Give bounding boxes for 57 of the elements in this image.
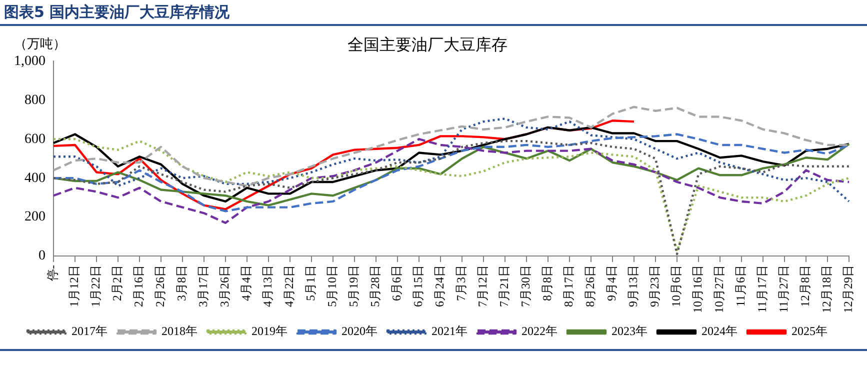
x-tick-label: 10月6日 bbox=[669, 265, 684, 307]
x-tick-label: 9月13日 bbox=[626, 265, 640, 307]
legend-label: 2017年 bbox=[72, 324, 108, 338]
x-tick-label: 6月6日 bbox=[390, 265, 404, 301]
x-tick-label: 1月12日 bbox=[67, 265, 82, 307]
y-tick-label: 200 bbox=[24, 210, 46, 225]
legend-label: 2025年 bbox=[792, 324, 828, 338]
x-tick-label: 2月26日 bbox=[153, 265, 168, 307]
x-tick-label: 2月16日 bbox=[132, 265, 146, 307]
x-tick-label: 10月27日 bbox=[712, 265, 726, 313]
x-tick-label: 2月2日 bbox=[110, 265, 124, 301]
x-tick-label: 12月18日 bbox=[820, 265, 834, 313]
legend-label: 2024年 bbox=[702, 324, 738, 338]
x-tick-label: 7月3日 bbox=[454, 265, 468, 301]
legend-label: 2023年 bbox=[612, 324, 648, 338]
x-tick-label: 3月8日 bbox=[174, 265, 189, 301]
x-tick-label: 11月17日 bbox=[755, 265, 770, 313]
x-tick-label: 5月19日 bbox=[346, 265, 361, 307]
x-tick-label: 7月21日 bbox=[497, 265, 512, 307]
x-tick-label: 8月17日 bbox=[562, 265, 576, 307]
y-tick-label: 1,000 bbox=[14, 54, 46, 69]
chart-title: 图表5 国内主要油厂大豆库存情况 bbox=[0, 0, 867, 26]
x-tick-label: 10月16日 bbox=[690, 265, 705, 313]
y-tick-label: 600 bbox=[24, 132, 46, 147]
x-tick-label: 6月24日 bbox=[432, 265, 447, 307]
x-tick-label: 9月23日 bbox=[648, 265, 662, 307]
x-tick-label: 4月22日 bbox=[282, 265, 296, 307]
legend-label: 2020年 bbox=[342, 324, 378, 338]
x-tick-label: 6月15日 bbox=[411, 265, 426, 307]
x-tick-label: 12月8日 bbox=[798, 265, 812, 307]
chart-subtitle: 全国主要油厂大豆库存 bbox=[348, 36, 508, 54]
y-tick-label: 400 bbox=[24, 170, 46, 186]
x-tick-label: 停- bbox=[46, 265, 60, 281]
y-tick-label: 800 bbox=[24, 92, 46, 108]
line-series bbox=[52, 138, 850, 224]
x-tick-label: 12月29日 bbox=[841, 265, 856, 313]
x-tick-label: 11月27日 bbox=[776, 265, 791, 313]
x-tick-label: 5月28日 bbox=[368, 265, 382, 307]
y-axis-title: （万吨） bbox=[14, 35, 66, 53]
x-tick-label: 11月6日 bbox=[734, 265, 748, 307]
legend-label: 2022年 bbox=[522, 324, 558, 338]
x-tick-label: 7月30日 bbox=[518, 265, 533, 307]
legend-label: 2018年 bbox=[162, 324, 198, 338]
x-tick-label: 3月17日 bbox=[196, 265, 210, 307]
x-tick-label: 5月1日 bbox=[304, 265, 318, 301]
legend-label: 2021年 bbox=[432, 324, 468, 338]
x-tick-label: 4月4日 bbox=[239, 265, 254, 301]
x-tick-label: 8月8日 bbox=[540, 265, 554, 301]
x-tick-label: 5月10日 bbox=[325, 265, 340, 307]
x-tick-label: 8月26日 bbox=[583, 265, 598, 307]
x-tick-label: 3月26日 bbox=[218, 265, 232, 307]
legend-label: 2019年 bbox=[252, 324, 288, 338]
x-tick-label: 4月13日 bbox=[260, 265, 275, 307]
x-tick-label: 7月12日 bbox=[476, 265, 490, 307]
x-tick-label: 1月22日 bbox=[88, 265, 103, 307]
y-tick-label: 0 bbox=[38, 248, 46, 264]
x-tick-label: 9月4日 bbox=[604, 265, 619, 301]
